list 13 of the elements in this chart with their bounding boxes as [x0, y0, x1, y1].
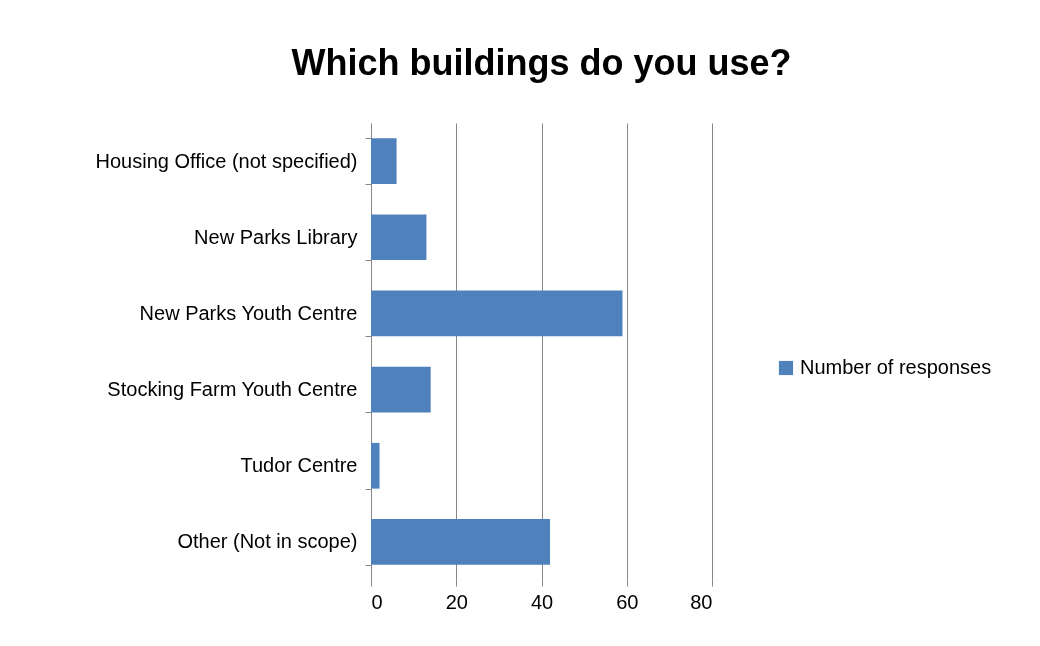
y-tick-label: Housing Office (not specified)	[95, 149, 358, 172]
chart-title: Which buildings do you use?	[291, 42, 792, 83]
y-tick-label: New Parks Youth Centre	[139, 301, 358, 324]
y-tick-label: Stocking Farm Youth Centre	[107, 378, 358, 401]
x-tick-label: 0	[371, 590, 383, 613]
legend-label: Number of responses	[800, 356, 992, 378]
x-tick-label: 20	[445, 590, 468, 613]
x-tick-label: 60	[616, 590, 639, 613]
x-tick-label: 80	[690, 590, 713, 613]
y-tick-label: New Parks Library	[194, 225, 358, 248]
x-tick-label: 40	[530, 590, 554, 613]
y-tick-label: Tudor Centre	[240, 454, 358, 477]
y-tick-label: Other (Not in scope)	[177, 530, 358, 553]
